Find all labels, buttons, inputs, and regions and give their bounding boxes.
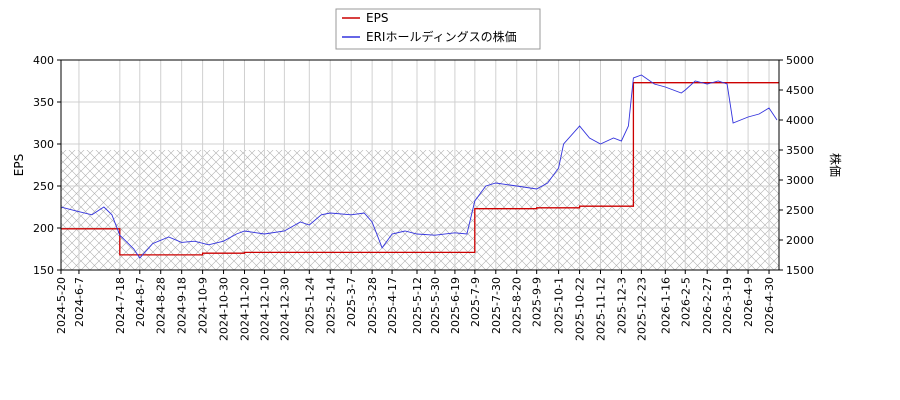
- y-right-tick-label: 1500: [786, 264, 814, 277]
- y-left-tick-label: 250: [33, 180, 54, 193]
- plot-frame: [60, 59, 780, 271]
- y-axis-right: 1500 2000 2500 3000 3500 4000 4500 5000: [779, 54, 814, 277]
- x-tick-label: 2024-12-10: [258, 277, 271, 341]
- x-tick-label: 2024-12-30: [278, 277, 291, 341]
- legend-label-price: ERIホールディングスの株価: [366, 29, 517, 44]
- x-tick-label: 2026-2-5: [679, 277, 692, 327]
- x-tick-label: 2024-11-20: [238, 277, 251, 341]
- x-tick-label: 2025-3-28: [366, 277, 379, 334]
- x-tick-label: 2024-9-18: [176, 277, 189, 334]
- x-tick-label: 2025-1-24: [303, 277, 316, 334]
- x-tick-label: 2025-8-20: [511, 277, 524, 334]
- legend-box: [335, 8, 541, 50]
- series-line-price: [61, 74, 778, 259]
- legend: EPS ERIホールディングスの株価: [335, 8, 541, 50]
- y-right-tick-label: 3500: [786, 144, 814, 157]
- series-line-eps: [61, 81, 779, 256]
- x-tick-label: 2025-2-14: [324, 277, 337, 334]
- x-tick-label: 2025-12-3: [615, 277, 628, 334]
- x-tick-label: 2026-2-27: [701, 277, 714, 334]
- x-tick-label: 2025-6-19: [449, 277, 462, 334]
- x-tick-label: 2025-11-12: [594, 277, 607, 341]
- y-axis-right-label: 株価: [828, 153, 843, 177]
- x-tick-label: 2026-3-19: [721, 277, 734, 334]
- x-tick-label: 2024-5-20: [55, 277, 68, 334]
- y-right-tick-label: 4000: [786, 114, 814, 127]
- y-left-tick-label: 350: [33, 96, 54, 109]
- y-left-tick-label: 150: [33, 264, 54, 277]
- series-layer: [61, 74, 779, 259]
- x-tick-label: 2025-12-23: [635, 277, 648, 341]
- x-tick-label: 2025-7-30: [490, 277, 503, 334]
- hatched-region: [61, 150, 779, 270]
- x-tick-label: 2024-7-18: [114, 277, 127, 334]
- x-tick-label: 2026-4-30: [763, 277, 776, 334]
- x-tick-label: 2026-1-16: [659, 277, 672, 334]
- legend-label-eps: EPS: [366, 11, 388, 25]
- x-tick-label: 2025-4-17: [386, 277, 399, 334]
- x-tick-label: 2026-4-9: [742, 277, 755, 327]
- y-axis-left: 150 200 250 300 350 400: [33, 54, 61, 277]
- x-axis: 2024-5-20 2024-6-7 2024-7-18 2024-8-7 2024-8…: [55, 270, 776, 341]
- x-tick-label: 2024-10-9: [197, 277, 210, 334]
- x-tick-label: 2024-10-30: [218, 277, 231, 341]
- y-right-tick-label: 2500: [786, 204, 814, 217]
- y-right-tick-label: 5000: [786, 54, 814, 67]
- x-tick-label: 2025-10-22: [574, 277, 587, 341]
- x-tick-label: 2025-10-1: [553, 277, 566, 334]
- y-left-tick-label: 400: [33, 54, 54, 67]
- x-tick-label: 2025-5-30: [429, 277, 442, 334]
- y-right-tick-label: 2000: [786, 234, 814, 247]
- y-axis-left-label: EPS: [12, 154, 26, 176]
- x-tick-label: 2024-8-28: [155, 277, 168, 334]
- y-left-tick-label: 200: [33, 222, 54, 235]
- y-left-tick-label: 300: [33, 138, 54, 151]
- x-tick-label: 2025-9-9: [531, 277, 544, 327]
- x-tick-label: 2024-6-7: [73, 277, 86, 327]
- x-tick-label: 2025-5-12: [411, 277, 424, 334]
- x-tick-label: 2025-3-7: [345, 277, 358, 327]
- x-tick-label: 2025-7-9: [469, 277, 482, 327]
- y-right-tick-label: 3000: [786, 174, 814, 187]
- y-right-tick-label: 4500: [786, 84, 814, 97]
- x-tick-label: 2024-8-7: [134, 277, 147, 327]
